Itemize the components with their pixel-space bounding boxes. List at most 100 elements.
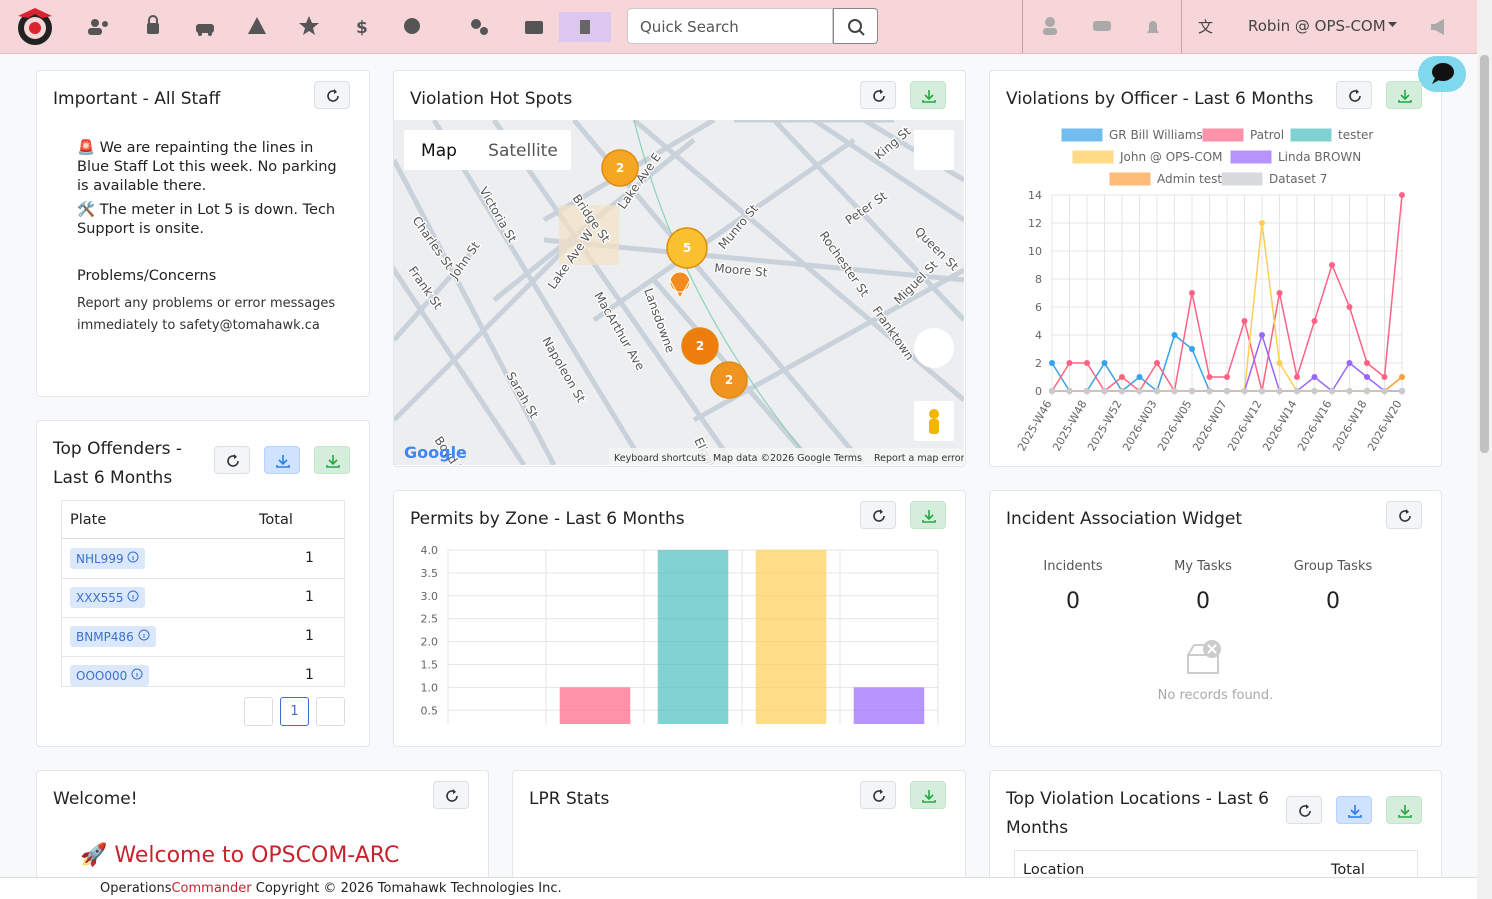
download-button[interactable]: [910, 501, 946, 529]
download-button[interactable]: [910, 781, 946, 809]
point[interactable]: [1259, 388, 1265, 394]
point[interactable]: [1346, 388, 1353, 394]
fullscreen[interactable]: [914, 130, 954, 170]
plate-badge[interactable]: NHL999: [70, 548, 146, 569]
point[interactable]: [1381, 374, 1388, 380]
user-menu[interactable]: Robin @ OPS-COM: [1248, 17, 1386, 35]
point[interactable]: [1381, 388, 1388, 394]
point[interactable]: [1066, 388, 1073, 394]
point[interactable]: [1294, 374, 1300, 380]
legend-label[interactable]: Patrol: [1250, 128, 1284, 142]
plate[interactable]: OOO000: [76, 669, 128, 683]
download-button[interactable]: [1386, 81, 1422, 109]
point[interactable]: [1206, 374, 1213, 380]
legend-swatch[interactable]: [1290, 128, 1332, 142]
plate-badge[interactable]: OOO000: [70, 665, 150, 686]
point[interactable]: [1189, 388, 1195, 394]
legend-swatch[interactable]: [1230, 150, 1272, 164]
column-header[interactable]: Total: [259, 512, 293, 528]
point[interactable]: [1259, 220, 1265, 226]
cluster[interactable]: [710, 361, 748, 399]
point[interactable]: [1119, 388, 1125, 394]
point[interactable]: [1049, 360, 1055, 366]
prev-page[interactable]: [244, 697, 273, 726]
download-button[interactable]: [1336, 796, 1372, 824]
chat-button[interactable]: [1418, 56, 1466, 92]
refresh-button[interactable]: [1336, 81, 1372, 109]
point[interactable]: [1311, 374, 1318, 380]
point[interactable]: [1171, 332, 1178, 338]
point[interactable]: [1154, 360, 1160, 366]
point[interactable]: [1399, 374, 1405, 380]
language-icon[interactable]: 文: [1196, 16, 1218, 38]
column-header[interactable]: Plate: [70, 512, 107, 528]
point[interactable]: [1276, 290, 1283, 296]
legend-swatch[interactable]: [1109, 172, 1151, 186]
satellite-tab[interactable]: Satellite: [488, 141, 558, 161]
refresh-button[interactable]: [1286, 796, 1322, 824]
plate[interactable]: NHL999: [76, 552, 124, 566]
refresh-button[interactable]: [860, 781, 896, 809]
refresh-button[interactable]: [314, 81, 350, 109]
legend-label[interactable]: John @ OPS-COM: [1119, 150, 1223, 164]
page-number[interactable]: 1: [280, 697, 309, 726]
download-button[interactable]: [264, 446, 300, 474]
point[interactable]: [1119, 374, 1125, 380]
point[interactable]: [1276, 360, 1283, 366]
point[interactable]: [1329, 388, 1335, 394]
search-box[interactable]: Quick Search: [627, 8, 833, 44]
legend-swatch[interactable]: [1221, 172, 1263, 186]
point[interactable]: [1329, 262, 1335, 268]
column-header[interactable]: Location: [1023, 862, 1085, 878]
legend-label[interactable]: Admin test: [1157, 172, 1222, 186]
cluster[interactable]: [601, 149, 639, 187]
map-tab[interactable]: Map: [421, 141, 457, 161]
nav-icons[interactable]: $: [80, 12, 620, 42]
point[interactable]: [1084, 388, 1090, 394]
point[interactable]: [1084, 360, 1090, 366]
next-page[interactable]: [316, 697, 345, 726]
legend-swatch[interactable]: [1202, 128, 1244, 142]
attribution[interactable]: Terms: [833, 453, 862, 464]
point[interactable]: [1364, 388, 1370, 394]
attribution[interactable]: Map data ©2026 Google: [713, 453, 831, 464]
cluster[interactable]: [666, 227, 708, 269]
point[interactable]: [1101, 388, 1108, 394]
point[interactable]: [1311, 388, 1318, 394]
refresh-button[interactable]: [433, 781, 469, 809]
point[interactable]: [1346, 304, 1353, 310]
legend-swatch[interactable]: [1061, 128, 1103, 142]
download-button[interactable]: [910, 81, 946, 109]
attribution[interactable]: Keyboard shortcuts: [614, 453, 706, 464]
map-control[interactable]: [914, 328, 954, 368]
point[interactable]: [1364, 374, 1370, 380]
point[interactable]: [1311, 318, 1318, 324]
legend-label[interactable]: Linda BROWN: [1278, 150, 1361, 164]
cluster[interactable]: [681, 327, 719, 365]
refresh-button[interactable]: [1386, 501, 1422, 529]
plate-badge[interactable]: BNMP486: [70, 626, 156, 647]
point[interactable]: [1136, 388, 1143, 394]
refresh-button[interactable]: [860, 501, 896, 529]
legend-label[interactable]: Dataset 7: [1269, 172, 1327, 186]
column-header[interactable]: Total: [1331, 862, 1365, 878]
point[interactable]: [1399, 192, 1405, 198]
bar[interactable]: [462, 724, 533, 733]
search-button[interactable]: [833, 8, 878, 44]
point[interactable]: [1101, 360, 1108, 366]
bar[interactable]: [657, 550, 729, 724]
bar[interactable]: [755, 550, 827, 724]
map-type[interactable]: [404, 130, 571, 170]
download-button[interactable]: [1386, 796, 1422, 824]
point[interactable]: [1049, 388, 1055, 394]
point[interactable]: [1171, 388, 1178, 394]
announce-icon[interactable]: [1428, 17, 1450, 37]
point[interactable]: [1259, 332, 1265, 338]
legend-label[interactable]: tester: [1338, 128, 1373, 142]
point[interactable]: [1154, 388, 1160, 394]
refresh-button[interactable]: [214, 446, 250, 474]
point[interactable]: [1189, 346, 1195, 352]
plate-badge[interactable]: XXX555: [70, 587, 146, 608]
download-button[interactable]: [314, 446, 350, 474]
point[interactable]: [1066, 360, 1073, 366]
